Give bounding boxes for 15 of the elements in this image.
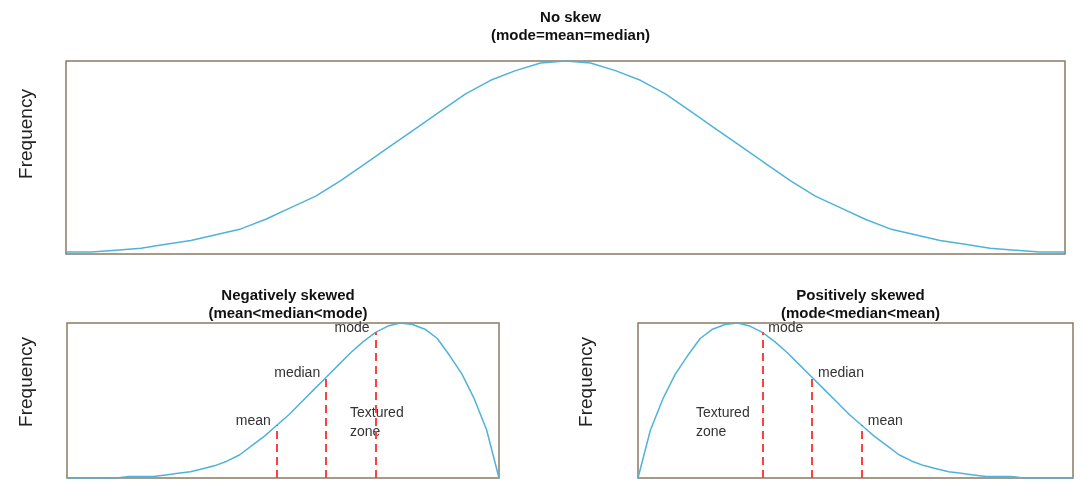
annotation: median — [274, 364, 321, 381]
chart-title: No skew — [540, 8, 602, 25]
y-axis-title: Frequency — [15, 336, 36, 427]
chart-subtitle: (mode=mean=median) — [490, 26, 651, 43]
annotation: median — [818, 364, 864, 381]
y-axis-title: Frequency — [15, 88, 36, 179]
annotation: mean — [235, 412, 271, 429]
chart-title: Positively skewed — [796, 286, 925, 303]
chart-subtitle: (mean<median<mode) — [208, 304, 368, 321]
annotation: Textured zone — [696, 403, 750, 439]
annotation: Textured zone — [350, 403, 404, 439]
chart-subtitle: (mode<median<mean) — [780, 304, 941, 321]
y-axis-title: Frequency — [575, 336, 596, 427]
chart-title: Negatively skewed — [221, 286, 355, 303]
annotation: mean — [867, 412, 903, 429]
